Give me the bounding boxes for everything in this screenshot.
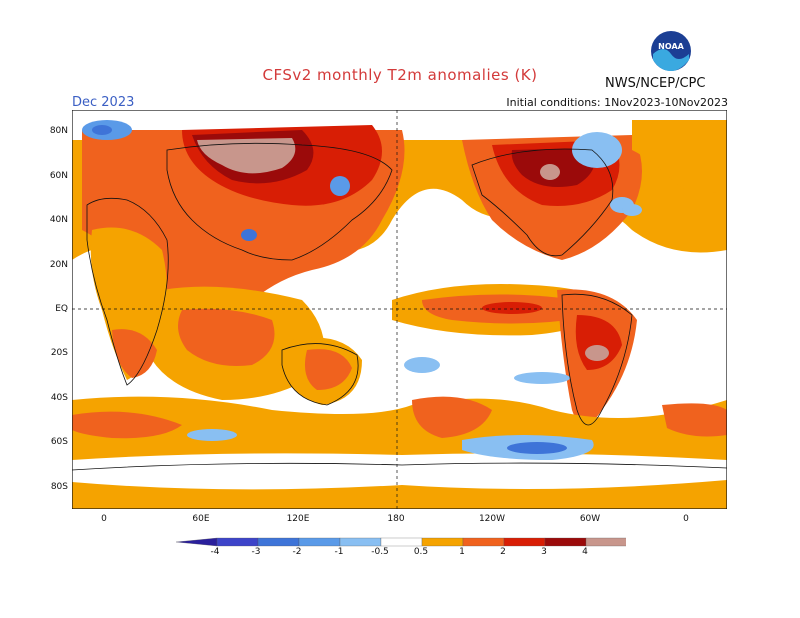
lat-label-20s: 20S xyxy=(50,348,68,358)
legend-label-neg2: -2 xyxy=(292,547,302,557)
hot-region-australia xyxy=(304,349,352,390)
legend-swatch-3 xyxy=(298,537,341,547)
cold-spot-barents-inner xyxy=(92,125,112,135)
legend-label-pos4: 4 xyxy=(582,547,588,557)
legend-swatch-0 xyxy=(176,537,218,547)
lon-label-180: 180 xyxy=(387,514,405,524)
map-title: CFSv2 monthly T2m anomalies (K) xyxy=(262,66,538,84)
hot-region-southern-africa xyxy=(112,329,157,378)
hot-region-south-east xyxy=(662,403,727,437)
lon-label-0: 0 xyxy=(101,514,107,524)
extreme-hudson xyxy=(540,164,560,180)
lat-label-40s: 40S xyxy=(50,393,68,403)
noaa-logo: NOAA xyxy=(650,30,692,72)
hot-region-south-atlantic xyxy=(72,411,182,439)
cold-region-east-pacific xyxy=(514,372,570,384)
legend-label-neg0-5: -0.5 xyxy=(371,547,389,557)
cold-region-central-pacific xyxy=(404,357,440,373)
legend-swatch-5 xyxy=(380,537,423,547)
lat-label-eq: EQ xyxy=(55,304,68,314)
lat-label-80s: 80S xyxy=(50,482,68,492)
cold-spot-labrador xyxy=(572,132,622,168)
lat-label-40n: 40N xyxy=(49,215,68,225)
lon-label-0-east: 0 xyxy=(683,514,689,524)
color-legend xyxy=(176,537,626,547)
lat-label-60s: 60S xyxy=(50,437,68,447)
legend-swatch-4 xyxy=(339,537,382,547)
legend-label-pos0-5: 0.5 xyxy=(413,547,429,557)
very-hot-eq-pacific xyxy=(482,302,542,314)
cold-spot-tibet xyxy=(241,229,257,241)
legend-swatch-9 xyxy=(544,537,587,547)
legend-swatch-10 xyxy=(585,537,626,547)
anomaly-map xyxy=(72,110,727,509)
legend-label-neg4: -4 xyxy=(210,547,220,557)
forecast-month: Dec 2023 xyxy=(72,95,135,110)
legend-swatch-1 xyxy=(216,537,259,547)
legend-swatch-6 xyxy=(421,537,464,547)
cold-region-amundsen-core xyxy=(507,442,567,454)
legend-swatch-8 xyxy=(503,537,546,547)
agency-label: NWS/NCEP/CPC xyxy=(605,76,706,91)
legend-label-pos3: 3 xyxy=(541,547,547,557)
coastlines xyxy=(72,142,727,471)
cold-spot-alaska xyxy=(330,176,350,196)
legend-label-pos2: 2 xyxy=(500,547,506,557)
legend-label-pos1: 1 xyxy=(459,547,465,557)
legend-swatch-7 xyxy=(462,537,505,547)
lat-label-80n: 80N xyxy=(49,126,68,136)
hot-region-south-pacific xyxy=(412,396,492,438)
lon-label-120w: 120W xyxy=(478,514,506,524)
noaa-logo-text: NOAA xyxy=(658,42,684,51)
lon-label-120e: 120E xyxy=(286,514,310,524)
legend-label-neg1: -1 xyxy=(334,547,344,557)
hot-region-indian-ocean xyxy=(178,308,275,366)
cold-region-north-atlantic xyxy=(622,204,642,216)
lon-label-60w: 60W xyxy=(579,514,601,524)
neutral-antarctica xyxy=(72,453,727,490)
cold-region-indian-south xyxy=(187,429,237,441)
legend-label-neg3: -3 xyxy=(251,547,261,557)
extreme-siberia xyxy=(197,138,296,174)
lat-label-20n: 20N xyxy=(49,260,68,270)
warm-region-greenland xyxy=(632,120,727,194)
extreme-brazil xyxy=(585,345,609,361)
initial-conditions: Initial conditions: 1Nov2023-10Nov2023 xyxy=(506,96,728,109)
lat-label-60n: 60N xyxy=(49,171,68,181)
lon-label-60e: 60E xyxy=(192,514,210,524)
legend-swatch-2 xyxy=(257,537,300,547)
